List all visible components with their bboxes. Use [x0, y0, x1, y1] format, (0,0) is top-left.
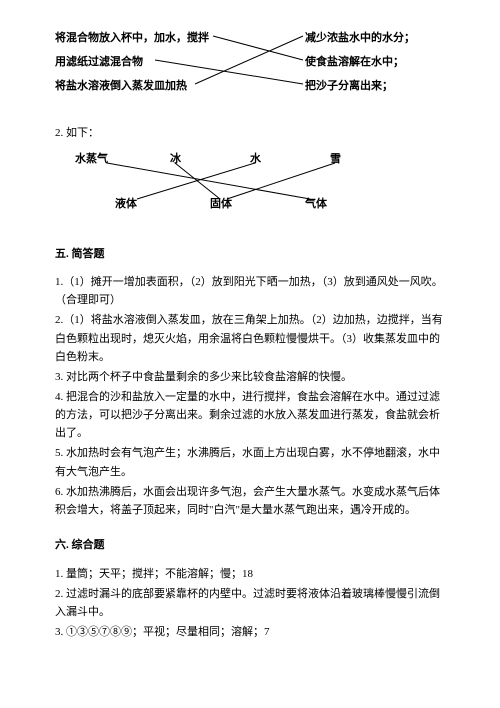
- d2-top-0: 水蒸气: [75, 151, 108, 169]
- sec5-answer-1: 1.（1）摊开一增加表面积，（2）放到阳光下晒一加热，（3）放到通风处一风吹。（…: [55, 273, 445, 309]
- sec5-answer-3: 3. 对比两个杯子中食盐量剩余的多少来比较食盐溶解的快慢。: [55, 368, 445, 386]
- section-5-title: 五. 简答题: [55, 246, 445, 264]
- sec6-answer-1: 1. 量筒；天平；搅拌；不能溶解；慢；18: [55, 565, 445, 583]
- matching-diagram-1: 将混合物放入杯中，加水，搅拌用滤纸过滤混合物将盐水溶液倒入蒸发皿加热 减少浓盐水中…: [55, 30, 445, 100]
- sec5-answer-6: 6. 水加热沸腾后，水面会出现许多气泡，会产生大量水蒸气。水变成水蒸气后体积会增…: [55, 483, 445, 519]
- d2-top-1: 冰: [170, 151, 181, 169]
- d1-left-1: 用滤纸过滤混合物: [55, 54, 143, 72]
- sec6-answer-3: 3. ①③⑤⑦⑧⑨；平视；尽量相同；溶解；7: [55, 623, 445, 641]
- d1-left-0: 将混合物放入杯中，加水，搅拌: [55, 30, 209, 48]
- matching-diagram-2: 水蒸气 冰 水 雪液体 固体 气体: [55, 151, 445, 221]
- sec5-answer-2: 2.（1）将盐水溶液倒入蒸发皿，放在三角架上加热。（2）边加热，边搅拌，当有白色…: [55, 311, 445, 365]
- document-page: 将混合物放入杯中，加水，搅拌用滤纸过滤混合物将盐水溶液倒入蒸发皿加热 减少浓盐水中…: [0, 0, 500, 673]
- d1-right-1: 使食盐溶解在水中；: [305, 54, 404, 72]
- d1-left-2: 将盐水溶液倒入蒸发皿加热: [55, 78, 187, 96]
- d2-top-3: 雪: [330, 151, 341, 169]
- section-6-answers: 1. 量筒；天平；搅拌；不能溶解；慢；18 2. 过滤时漏斗的底部要紧靠杯的内壁中…: [55, 565, 445, 642]
- item-2-label: 2. 如下：: [55, 125, 445, 143]
- d2-bottom-1: 固体: [210, 196, 232, 214]
- sec5-answer-4: 4. 把混合的沙和盐放入一定量的水中，进行搅拌，食盐会溶解在水中。通过过滤的方法…: [55, 388, 445, 442]
- d1-right-2: 把沙子分离出来；: [305, 78, 393, 96]
- d2-bottom-0: 液体: [115, 196, 137, 214]
- section-6-title: 六. 综合题: [55, 537, 445, 555]
- diagram-2-lines: [55, 151, 435, 221]
- d1-right-0: 减少浓盐水中的水分；: [305, 30, 415, 48]
- d2-bottom-2: 气体: [305, 196, 327, 214]
- sec5-answer-5: 5. 水加热时会有气泡产生；水沸腾后，水面上方出现白雾，水不停地翻滚，水中有大气…: [55, 444, 445, 480]
- d2-top-2: 水: [250, 151, 261, 169]
- section-5-answers: 1.（1）摊开一增加表面积，（2）放到阳光下晒一加热，（3）放到通风处一风吹。（…: [55, 273, 445, 519]
- sec6-answer-2: 2. 过滤时漏斗的底部要紧靠杯的内壁中。过滤时要将液体沿着玻璃棒慢慢引流倒入漏斗…: [55, 585, 445, 621]
